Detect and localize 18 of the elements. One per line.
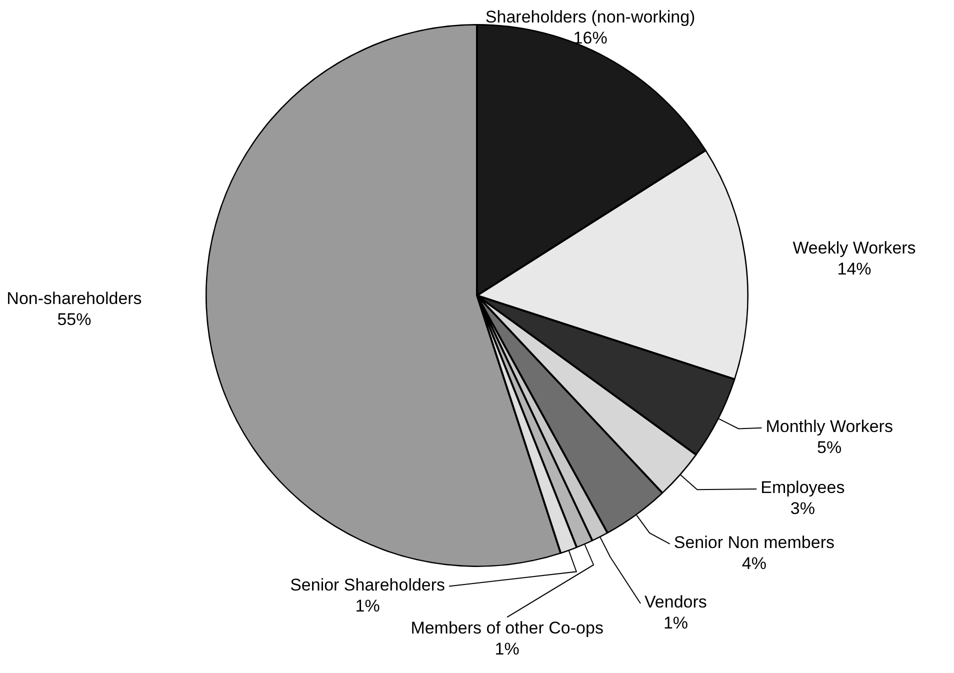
data-label: 4%	[742, 554, 766, 574]
slice-label: Non-shareholders	[6, 288, 142, 308]
slice-label: Employees	[760, 478, 845, 498]
data-label: 1%	[663, 614, 688, 633]
data-label: 14%	[837, 259, 872, 278]
data-label: 1%	[355, 596, 380, 616]
slice-label: Senior Shareholders	[290, 575, 446, 594]
slice-label: Weekly Workers	[792, 238, 916, 258]
slice-label: Monthly Workers	[766, 417, 893, 436]
data-label: 1%	[494, 639, 520, 658]
slice-label: Senior Non members	[674, 533, 834, 552]
data-label: 55%	[57, 310, 92, 329]
data-label: 5%	[817, 438, 842, 458]
slice-label: Members of other Co-ops	[410, 618, 604, 638]
slice-label: Vendors	[644, 592, 707, 612]
data-label: 3%	[790, 499, 815, 518]
slice-label: Shareholders (non-working)	[485, 8, 696, 27]
data-label: 16%	[573, 28, 608, 48]
